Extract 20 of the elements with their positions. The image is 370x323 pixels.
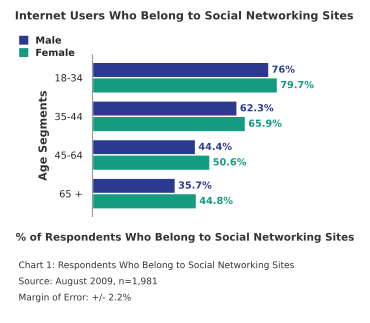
caption: Chart 1: Respondents Who Belong to Social Networking Sites	[19, 261, 294, 270]
source-note: Source: August 2009, n=1,981	[19, 278, 157, 286]
legend-label: Female	[36, 48, 74, 56]
data-label: 44.4%	[198, 142, 232, 150]
y-axis-title: Age Segments	[38, 90, 49, 181]
y-tick-label: 65 +	[60, 190, 82, 198]
data-label: 35.7%	[178, 181, 212, 189]
chart-title: Internet Users Who Belong to Social Networking Sites	[16, 10, 353, 22]
data-label: 79.7%	[280, 80, 314, 88]
x-axis-title: % of Respondents Who Belong to Social Networking Sites	[16, 232, 354, 243]
data-label: 50.6%	[213, 158, 246, 166]
data-label: 65.9%	[248, 120, 282, 127]
y-tick-label: 45-64	[55, 151, 82, 159]
y-tick-label: 35-44	[55, 112, 82, 120]
legend-label: Male	[36, 36, 62, 44]
data-label: 76%	[272, 65, 295, 73]
y-tick-label: 18-34	[56, 74, 82, 82]
data-label: 44.8%	[200, 196, 233, 204]
text: Margin of Error: +/- 2.2%	[19, 294, 131, 302]
data-label: 62.3%	[240, 104, 274, 112]
